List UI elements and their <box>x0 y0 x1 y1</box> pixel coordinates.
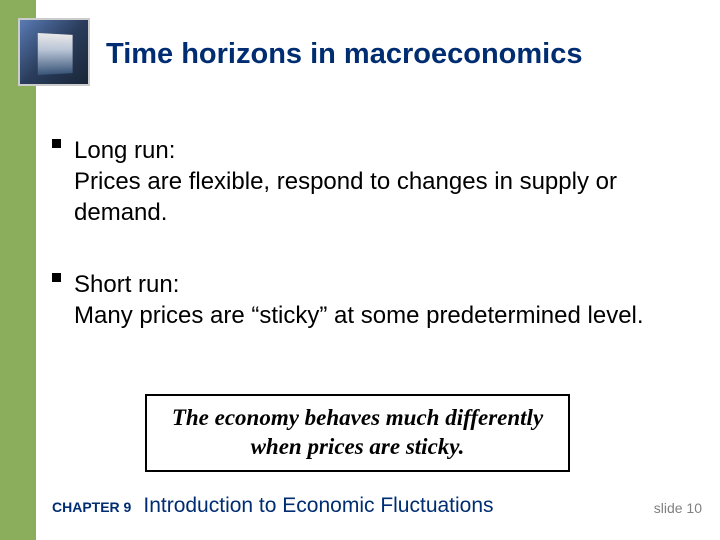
bullet-item: Long run: Prices are flexible, respond t… <box>52 135 672 229</box>
logo-image <box>18 18 90 86</box>
chapter-title: Introduction to Economic Fluctuations <box>143 494 493 518</box>
callout-box: The economy behaves much differently whe… <box>145 394 570 472</box>
bullet-marker-icon <box>52 273 61 282</box>
bullet-item: Short run: Many prices are “sticky” at s… <box>52 269 672 331</box>
bullet-heading: Short run: <box>74 269 672 300</box>
content-area: Long run: Prices are flexible, respond t… <box>52 135 672 371</box>
bullet-body: Many prices are “sticky” at some predete… <box>74 300 672 331</box>
slide-title: Time horizons in macroeconomics <box>106 38 582 71</box>
footer: CHAPTER 9 Introduction to Economic Fluct… <box>52 494 692 518</box>
bullet-heading: Long run: <box>74 135 672 166</box>
bullet-marker-icon <box>52 139 61 148</box>
bullet-body: Prices are flexible, respond to changes … <box>74 166 672 228</box>
slide-number: slide 10 <box>654 500 702 516</box>
callout-text: The economy behaves much differently whe… <box>165 404 550 462</box>
chapter-label: CHAPTER 9 <box>52 499 131 515</box>
